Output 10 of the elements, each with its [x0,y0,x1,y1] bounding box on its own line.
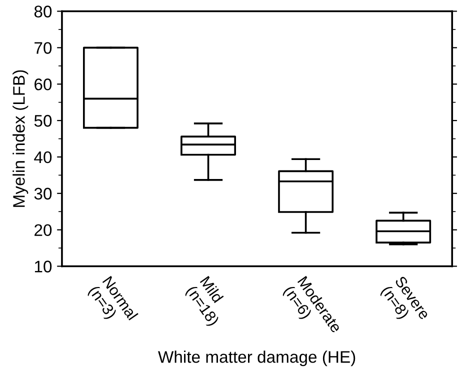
y-tick-label: 40 [34,151,52,164]
y-tick-label: 20 [34,224,52,236]
y-tick-label: 50 [34,114,52,127]
y-tick-label: 30 [34,188,52,200]
y-tick-label: 10 [34,260,52,272]
y-axis-title: Myelin index (LFB) [12,70,28,207]
y-tick-label: 80 [34,6,52,18]
y-tick-label: 60 [34,78,52,90]
x-axis-title: White matter damage (HE) [158,350,356,366]
y-tick-label: 70 [34,42,52,54]
